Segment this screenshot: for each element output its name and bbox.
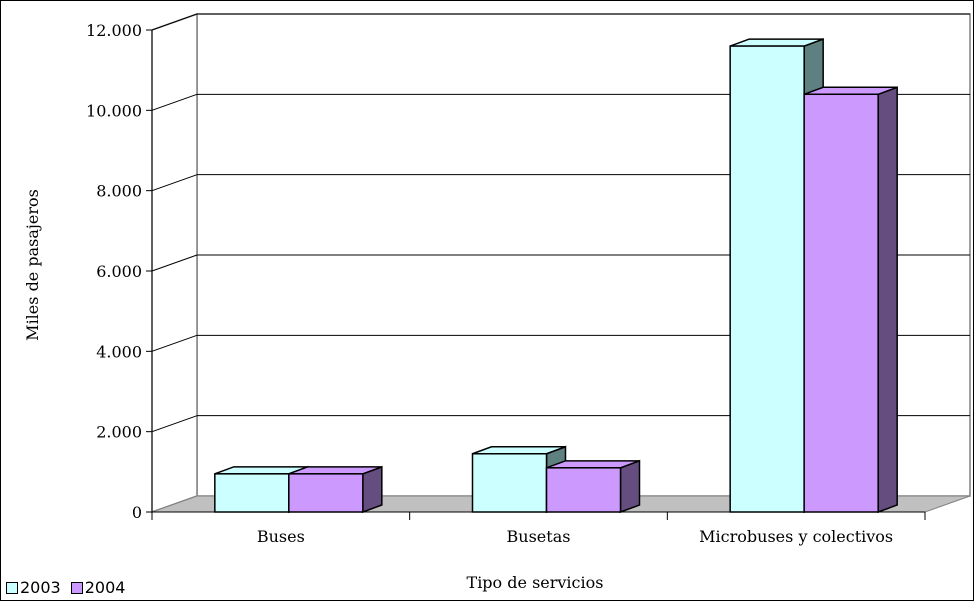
bar-front	[288, 473, 364, 513]
legend-item-2004: 2004	[70, 578, 126, 597]
legend: 2003 2004	[6, 578, 125, 597]
bar-side	[362, 465, 383, 514]
gridline-side	[151, 334, 198, 352]
y-tick-label: 0	[132, 503, 142, 522]
bar	[288, 465, 383, 514]
gridline-side	[151, 415, 198, 433]
bar-front	[214, 473, 290, 513]
legend-swatch-2004	[70, 581, 83, 594]
bar-front	[545, 467, 622, 513]
y-axis-title: Miles de pasajeros	[23, 189, 42, 341]
bar	[803, 86, 898, 514]
gridline-side	[151, 13, 198, 31]
bar-side	[619, 459, 641, 514]
bar-side	[877, 86, 898, 514]
bar-front	[803, 93, 879, 513]
x-category-label: Busetas	[507, 527, 571, 546]
x-category-labels: Buses Busetas Microbuses y colectivos	[257, 527, 893, 546]
axes	[146, 29, 926, 520]
legend-swatch-2003	[6, 581, 18, 594]
bars	[214, 37, 898, 514]
x-category-label: Buses	[257, 527, 305, 546]
gridline-side	[151, 93, 198, 111]
y-tick-label: 8.000	[96, 182, 142, 201]
y-tick-label: 10.000	[86, 101, 142, 120]
gridline-side	[151, 174, 198, 192]
bar	[545, 459, 641, 514]
y-tick-labels: 0 2.000 4.000 6.000 8.000 10.000 12.000	[86, 21, 142, 522]
y-tick-label: 6.000	[96, 262, 142, 281]
x-axis-title: Tipo de servicios	[467, 573, 604, 592]
legend-label-2004: 2004	[84, 578, 126, 597]
legend-item-2003: 2003	[6, 578, 61, 597]
y-tick-label: 2.000	[96, 423, 142, 442]
legend-label-2003: 2003	[20, 578, 61, 597]
bar-front	[729, 45, 805, 513]
y-tick-label: 4.000	[96, 342, 142, 361]
bar-front	[471, 453, 548, 513]
gridline-side	[151, 254, 198, 272]
y-tick-label: 12.000	[86, 21, 142, 40]
x-category-label: Microbuses y colectivos	[699, 527, 893, 546]
